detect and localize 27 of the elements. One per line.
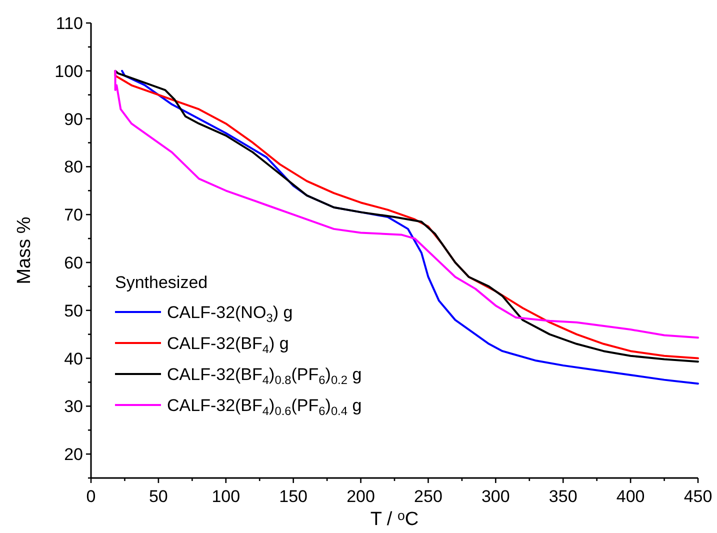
x-tick-label: 50	[148, 487, 168, 506]
y-tick-label: 30	[64, 397, 83, 416]
y-tick-label: 90	[64, 110, 83, 129]
x-tick-label: 100	[212, 487, 240, 506]
text: CALF-32(BF$_{4}$)$_{0.8}$(PF$_{6}$)$_{0.2}$ g	[167, 365, 362, 387]
x-tick-label: 300	[481, 487, 510, 506]
legend-label: CALF-32(NO$_{3}$) g	[167, 303, 293, 325]
x-tick-label: 350	[548, 487, 578, 506]
x-tick-label: 150	[279, 487, 308, 506]
y-tick-label: 70	[64, 206, 83, 225]
y-tick-label: 60	[64, 253, 83, 272]
x-axis-title: T / $^{o}$C	[370, 508, 419, 530]
x-tick-label: 400	[616, 487, 645, 506]
y-tick-label: 80	[64, 158, 83, 177]
x-tick-label: 450	[684, 487, 712, 506]
x-tick-label: 200	[346, 487, 375, 506]
y-tick-label: 100	[54, 62, 83, 81]
x-tick-label: 0	[86, 487, 96, 506]
y-axis-title: Mass %	[14, 216, 35, 284]
y-tick-label: 110	[56, 14, 83, 33]
legend-title: Synthesized	[115, 273, 208, 292]
x-tick-label: 250	[414, 487, 442, 506]
y-tick-label: 20	[64, 445, 83, 464]
legend-label: CALF-32(BF$_{4}$) g	[167, 334, 289, 356]
text: CALF-32(BF$_{4}$)$_{0.6}$(PF$_{6}$)$_{0.4}$ g	[167, 396, 362, 418]
y-tick-label: 50	[64, 301, 83, 320]
y-tick-label: 40	[64, 349, 83, 368]
